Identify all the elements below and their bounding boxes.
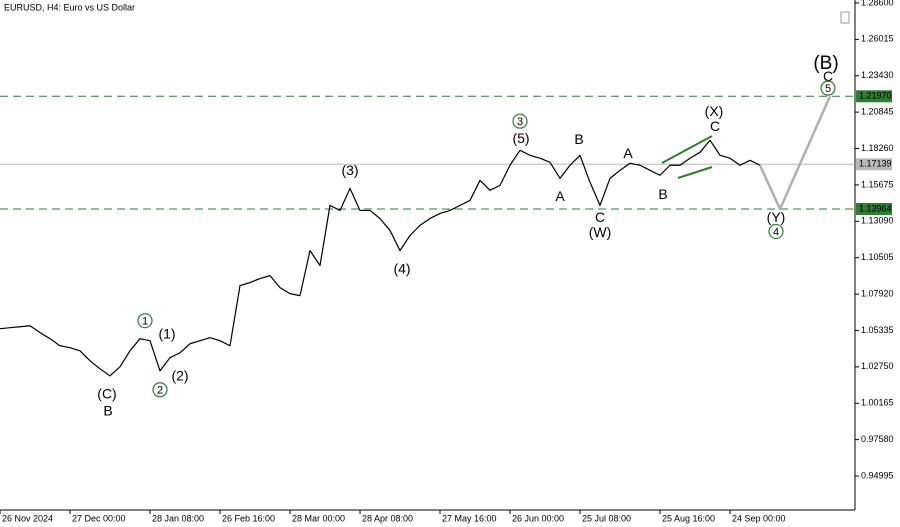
- wave-label: (2): [171, 368, 188, 384]
- x-tick-label: 27 May 16:00: [442, 513, 497, 523]
- wave-circle: [137, 313, 153, 329]
- icon: [840, 11, 850, 24]
- price-line: [758, 95, 832, 211]
- y-tick-label: 0.94995: [861, 470, 894, 480]
- chart-title: EURUSD, H4: Euro vs US Dollar: [4, 2, 135, 12]
- y-tick-label: 1.28600: [861, 0, 894, 7]
- wave-label: (X): [705, 103, 724, 119]
- wave-label: 2: [157, 385, 163, 397]
- wave-label: B: [103, 403, 112, 419]
- wave-circle: [768, 223, 784, 240]
- price-line: [0, 139, 761, 377]
- wave-label: (W): [589, 224, 612, 240]
- wave-label: (5): [512, 130, 529, 146]
- x-tick-label: 28 Mar 00:00: [292, 513, 345, 523]
- y-tick-label: 1.18260: [861, 143, 894, 153]
- level-label: 1.21970: [859, 91, 892, 101]
- wave-label: A: [623, 145, 633, 161]
- wave-circle: [152, 382, 168, 398]
- wave-label: (B): [813, 53, 838, 74]
- level-label-box: [856, 90, 892, 103]
- wave-label: 5: [825, 83, 831, 95]
- wave-label: 3: [517, 116, 523, 128]
- x-tick-label: 25 Jul 08:00: [582, 513, 631, 523]
- wave-label: (4): [393, 260, 410, 276]
- wave-label: C: [710, 118, 720, 134]
- y-tick-label: 1.23430: [861, 70, 894, 80]
- y-tick-label: 1.15675: [861, 179, 894, 189]
- level-label: 1.17139: [859, 159, 892, 169]
- x-tick-label: 24 Sep 00:00: [732, 513, 786, 523]
- wave-label: A: [555, 188, 565, 204]
- x-tick-label: 27 Dec 00:00: [72, 513, 126, 523]
- x-tick-label: 28 Jan 08:00: [152, 513, 204, 523]
- x-tick-label: 26 Feb 16:00: [222, 513, 275, 523]
- wave-label: C: [823, 68, 833, 84]
- wave-label: C: [595, 209, 605, 225]
- y-tick-label: 0.97580: [861, 434, 894, 444]
- level-label-box: [856, 202, 892, 215]
- wave-label: B: [574, 131, 583, 147]
- y-tick-label: 1.00165: [861, 398, 894, 408]
- wave-circle: [512, 113, 528, 129]
- y-tick-label: 1.20845: [861, 106, 894, 116]
- trend-line: [661, 135, 713, 164]
- level-label: 1.13964: [859, 203, 892, 213]
- wave-label: (1): [158, 325, 175, 341]
- x-tick-label: 28 Apr 08:00: [362, 513, 413, 523]
- y-tick-label: 1.13090: [861, 216, 894, 226]
- wave-circle: [820, 80, 836, 96]
- wave-label: (Y): [767, 209, 786, 225]
- y-tick-label: 1.07920: [861, 288, 894, 298]
- wave-label: 1: [142, 316, 148, 328]
- x-tick-label: 26 Nov 2024: [2, 513, 53, 523]
- wave-label: 4: [773, 226, 779, 238]
- level-label-box: [856, 158, 892, 171]
- y-tick-label: 1.05335: [861, 325, 894, 335]
- y-tick-label: 1.02750: [861, 361, 894, 371]
- y-tick-label: 1.26015: [861, 34, 894, 44]
- x-tick-label: 25 Aug 16:00: [662, 513, 715, 523]
- wave-label: B: [658, 186, 667, 202]
- wave-label: (C): [97, 386, 116, 402]
- trend-line: [677, 166, 713, 179]
- y-tick-label: 1.10505: [861, 252, 894, 262]
- wave-label: (3): [341, 162, 358, 178]
- x-tick-label: 26 Jun 00:00: [512, 513, 564, 523]
